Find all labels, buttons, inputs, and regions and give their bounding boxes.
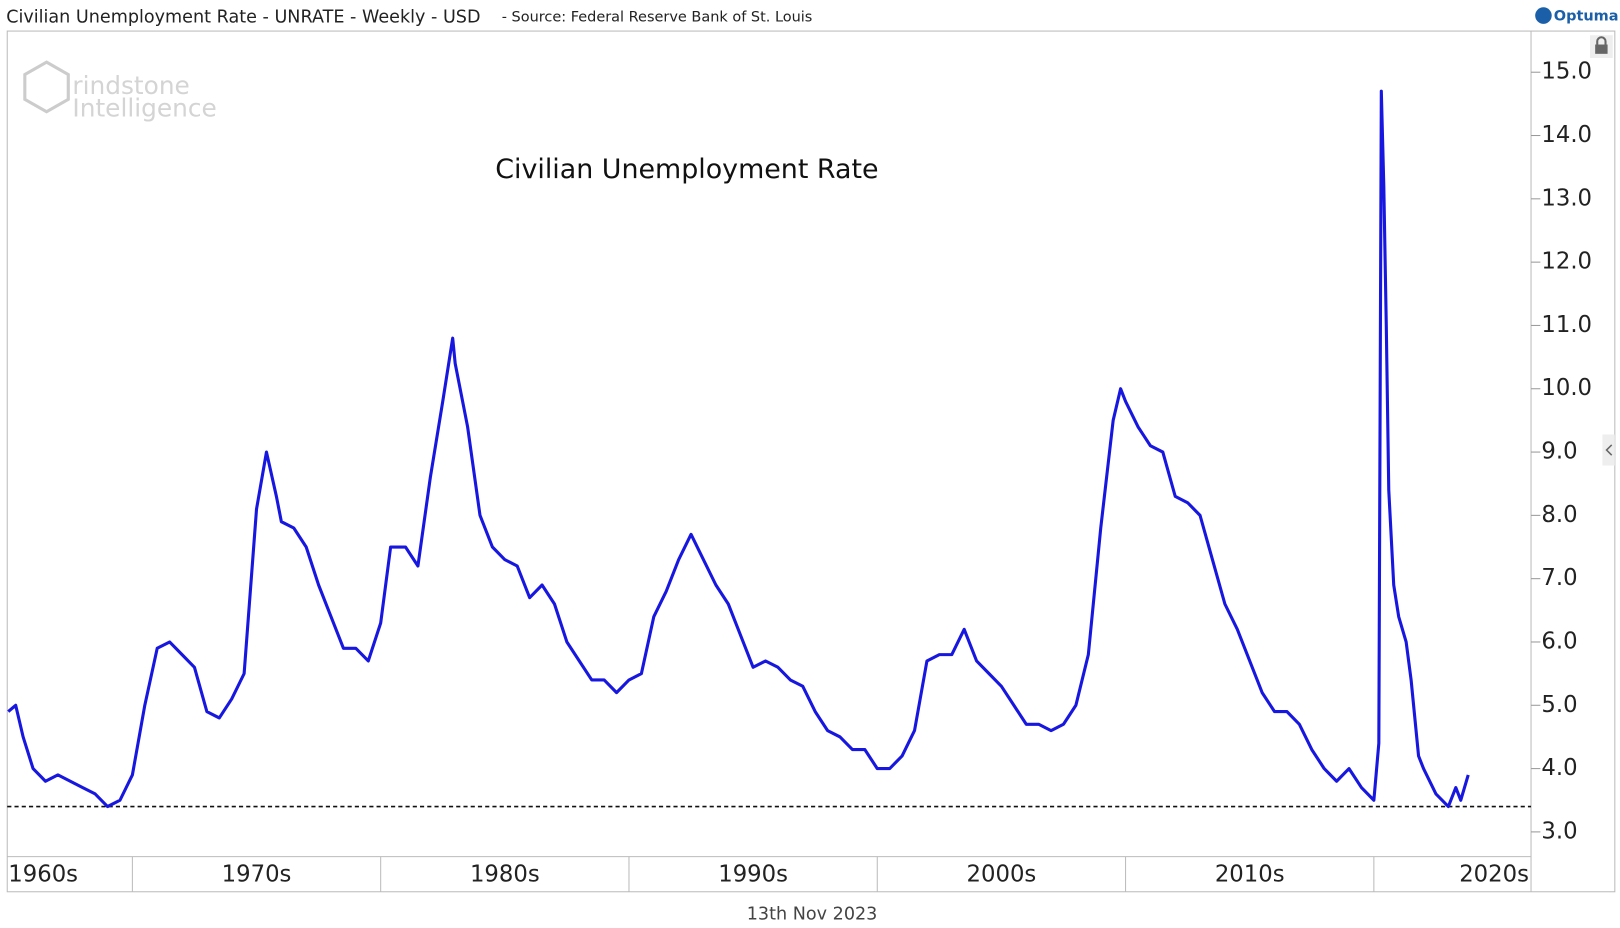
watermark-icon xyxy=(23,60,70,114)
x-tick-label: 1980s xyxy=(470,862,540,888)
x-tick-label: 2000s xyxy=(967,862,1037,888)
watermark: rindstone xyxy=(72,71,189,100)
y-tick-label: 10.0 xyxy=(1541,375,1592,401)
chart-title: Civilian Unemployment Rate xyxy=(495,154,878,185)
lock-icon xyxy=(1596,36,1607,45)
header-title: Civilian Unemployment Rate - UNRATE - We… xyxy=(6,8,480,28)
header-source: - Source: Federal Reserve Bank of St. Lo… xyxy=(502,10,813,26)
y-tick-label: 12.0 xyxy=(1541,249,1592,275)
y-tick-label: 13.0 xyxy=(1541,185,1592,211)
lock-icon xyxy=(1595,44,1608,54)
y-tick-label: 7.0 xyxy=(1541,565,1577,591)
y-tick-label: 8.0 xyxy=(1541,502,1577,528)
y-tick-label: 14.0 xyxy=(1541,122,1592,148)
brand-icon xyxy=(1535,7,1552,24)
y-tick-label: 5.0 xyxy=(1541,692,1577,718)
x-tick-label: 1970s xyxy=(222,862,292,888)
x-tick-label: 2020s xyxy=(1459,862,1529,888)
y-tick-label: 15.0 xyxy=(1541,59,1592,85)
y-tick-label: 11.0 xyxy=(1541,312,1592,338)
footer-date: 13th Nov 2023 xyxy=(747,905,878,925)
series-line xyxy=(7,89,1470,809)
brand: Optuma xyxy=(1554,9,1619,25)
y-tick-label: 6.0 xyxy=(1541,628,1577,654)
collapse-icon xyxy=(1605,444,1613,456)
y-tick-label: 3.0 xyxy=(1541,818,1577,844)
watermark: Intelligence xyxy=(72,94,216,123)
y-tick-label: 9.0 xyxy=(1541,439,1577,465)
x-tick-label: 2010s xyxy=(1215,862,1285,888)
collapse-button[interactable] xyxy=(1602,434,1615,466)
x-tick-label: 1960s xyxy=(8,862,78,888)
y-tick-label: 4.0 xyxy=(1541,755,1577,781)
x-tick-label: 1990s xyxy=(718,862,788,888)
